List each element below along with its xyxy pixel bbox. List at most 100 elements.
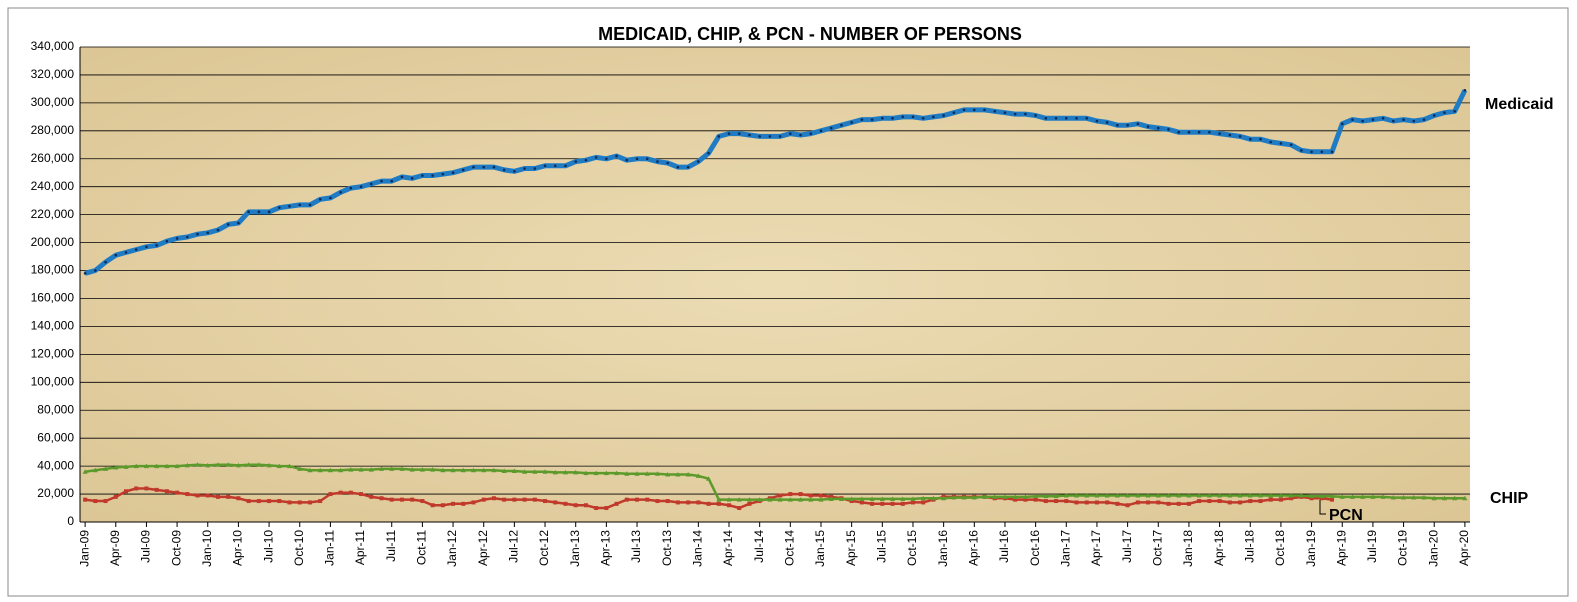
point-marker (1206, 492, 1212, 498)
point-marker (134, 486, 139, 491)
x-tick-label: Jan-16 (936, 530, 950, 567)
point-marker (368, 467, 374, 472)
point-marker (82, 469, 88, 474)
point-marker (307, 467, 313, 473)
x-tick-label: Apr-18 (1212, 530, 1226, 566)
point-marker (389, 466, 395, 471)
point-marker (277, 499, 282, 504)
point-marker (237, 221, 240, 225)
point-marker (1319, 496, 1324, 501)
point-marker (348, 490, 353, 495)
point-marker (327, 467, 333, 473)
point-marker (860, 118, 864, 121)
point-marker (93, 499, 98, 504)
point-marker (849, 496, 855, 501)
x-tick-label: Jul-10 (261, 530, 275, 563)
x-tick-label: Oct-19 (1396, 530, 1410, 566)
x-tick-label: Apr-11 (353, 530, 367, 565)
point-marker (348, 467, 354, 472)
point-marker (154, 487, 159, 492)
point-marker (502, 168, 506, 172)
point-marker (910, 496, 916, 501)
series-line (84, 463, 1465, 501)
y-tick-label: 40,000 (37, 458, 74, 472)
point-marker (573, 503, 578, 508)
plot-area (80, 47, 1470, 522)
point-marker (1064, 499, 1069, 504)
point-marker (1360, 494, 1366, 499)
point-marker (1412, 119, 1416, 123)
point-marker (1074, 492, 1080, 498)
point-marker (369, 182, 373, 186)
point-marker (1462, 495, 1468, 501)
point-marker (1269, 140, 1272, 144)
point-marker (1074, 500, 1079, 505)
point-marker (380, 179, 383, 183)
point-marker (1104, 492, 1110, 498)
point-marker (359, 185, 363, 189)
point-marker (1043, 499, 1048, 504)
point-marker (1390, 495, 1396, 500)
x-tick-label: Jan-10 (200, 530, 214, 567)
point-marker (707, 151, 710, 155)
x-tick-label: Jul-13 (629, 530, 643, 563)
point-marker (1084, 492, 1090, 498)
point-marker (523, 167, 526, 170)
point-marker (186, 235, 189, 239)
point-marker (1218, 132, 1221, 135)
y-tick-label: 0 (67, 514, 74, 528)
x-tick-label: Jan-18 (1181, 530, 1195, 567)
point-marker (1197, 499, 1202, 504)
point-marker (145, 245, 148, 249)
point-marker (460, 467, 466, 473)
point-marker (174, 463, 180, 469)
point-marker (481, 467, 487, 473)
point-marker (921, 116, 925, 120)
point-marker (993, 109, 997, 113)
point-marker (635, 497, 640, 502)
point-marker (881, 116, 884, 120)
point-marker (1075, 116, 1078, 120)
point-marker (185, 492, 190, 497)
point-marker (215, 462, 221, 467)
point-marker (1197, 130, 1201, 134)
point-marker (1380, 494, 1386, 499)
point-marker (645, 497, 650, 502)
x-tick-label: Jan-19 (1304, 530, 1318, 567)
point-marker (349, 186, 353, 190)
point-marker (696, 500, 701, 505)
point-marker (441, 172, 445, 176)
x-tick-label: Apr-14 (721, 530, 735, 566)
point-marker (246, 499, 251, 504)
point-marker (665, 499, 670, 504)
point-marker (421, 174, 424, 177)
point-marker (574, 160, 577, 163)
point-marker (1146, 500, 1151, 505)
point-marker (1298, 492, 1304, 498)
point-marker (154, 463, 160, 469)
point-marker (287, 463, 293, 469)
point-marker (215, 494, 220, 499)
point-marker (1208, 130, 1211, 134)
point-marker (901, 115, 905, 119)
point-marker (420, 499, 425, 504)
point-marker (1247, 492, 1253, 498)
point-marker (1370, 494, 1376, 499)
point-marker (840, 123, 843, 127)
point-marker (573, 469, 579, 475)
point-marker (828, 496, 834, 501)
x-tick-label: Oct-10 (292, 530, 306, 566)
point-marker (472, 165, 475, 169)
point-marker (113, 465, 119, 470)
point-marker (552, 469, 558, 475)
point-marker (1310, 150, 1313, 154)
point-marker (656, 160, 659, 163)
point-marker (298, 203, 302, 207)
point-marker (225, 462, 231, 467)
point-marker (747, 501, 752, 506)
point-marker (1176, 492, 1182, 498)
point-marker (226, 494, 231, 499)
point-marker (748, 133, 751, 137)
point-marker (961, 495, 967, 500)
point-marker (1463, 89, 1467, 92)
